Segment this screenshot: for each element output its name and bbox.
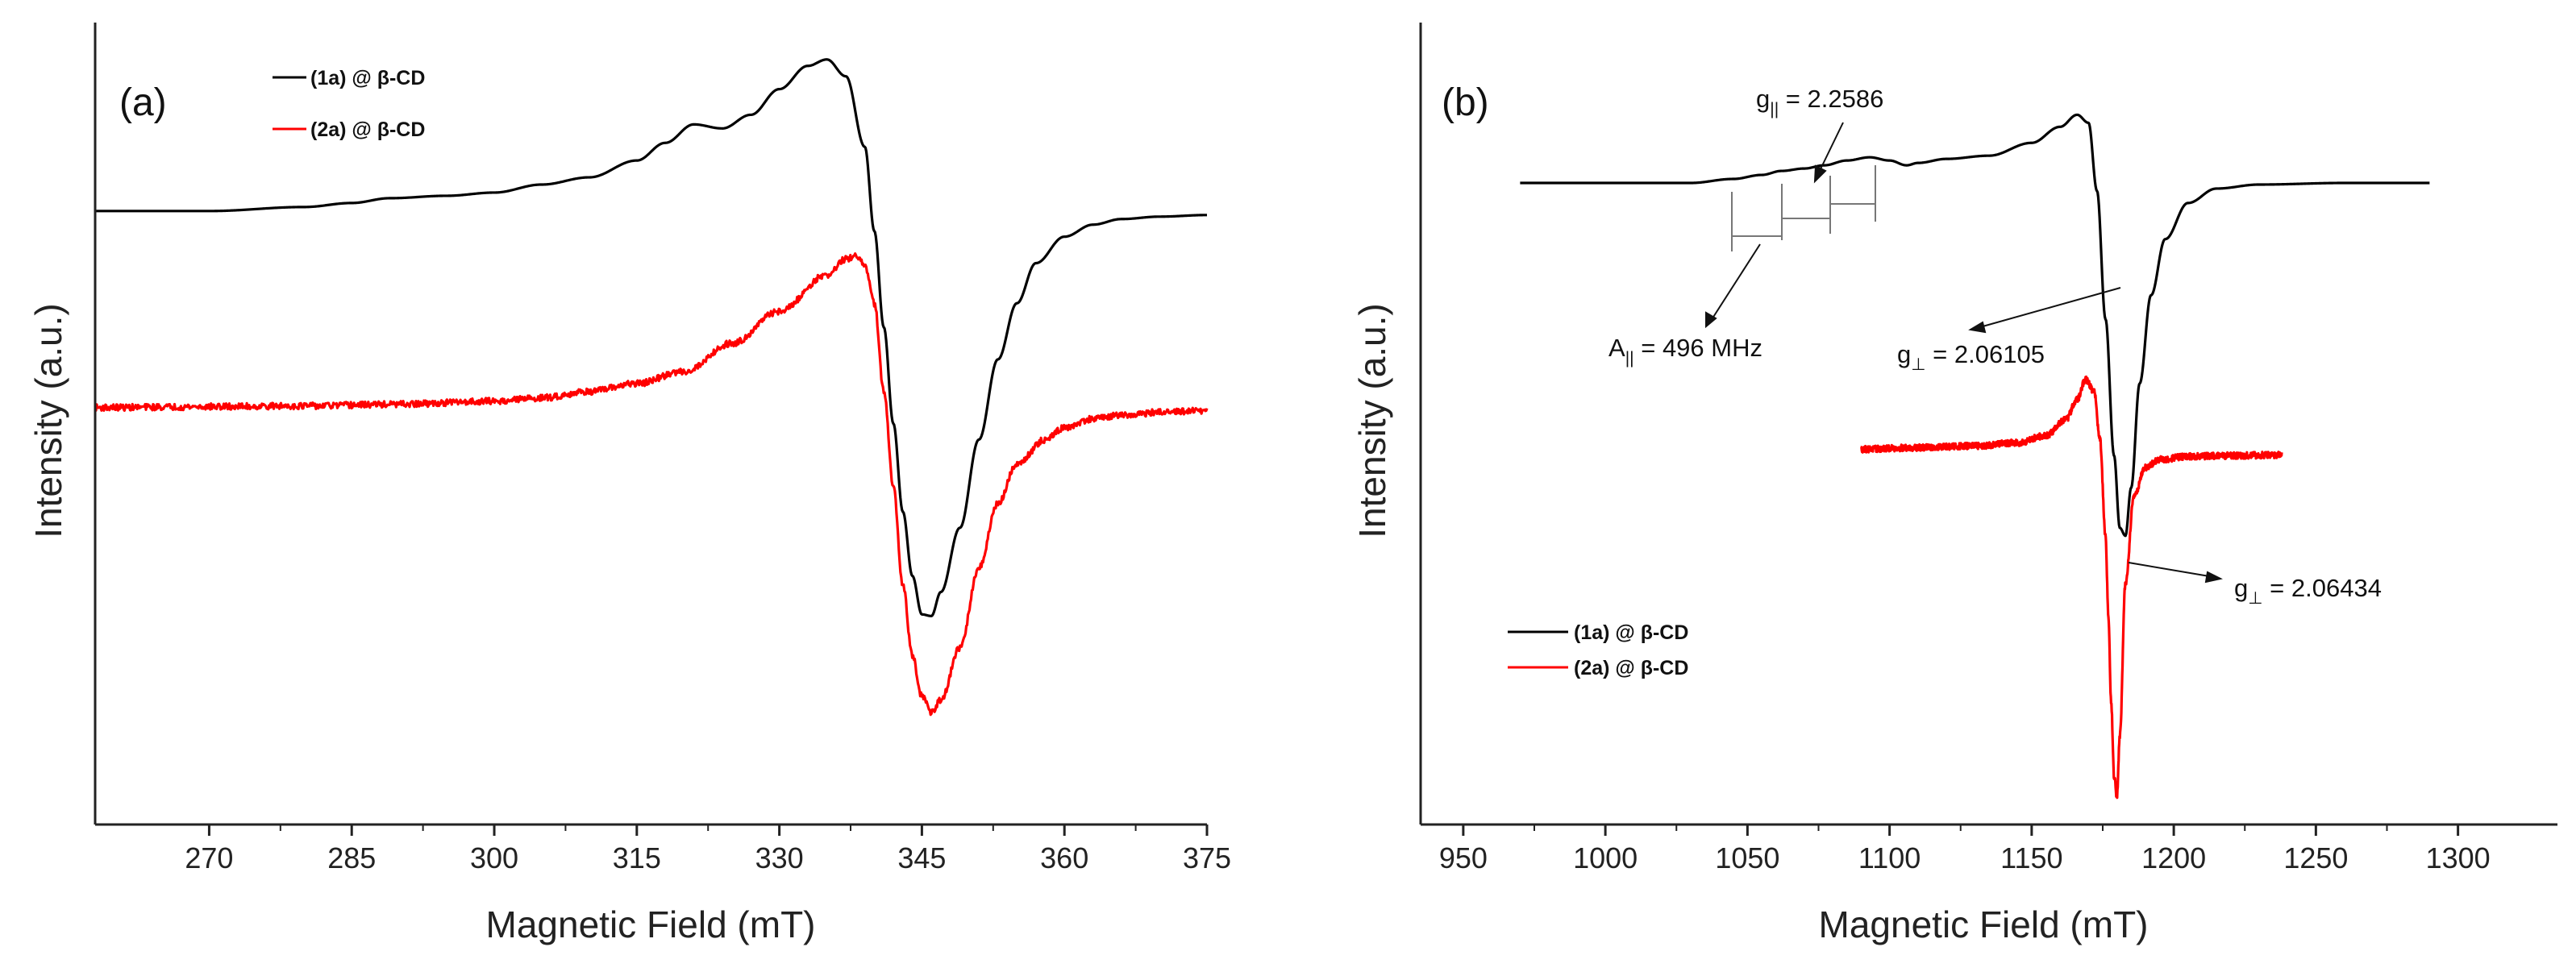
chart-panel-b-series-2a — [1860, 375, 2283, 800]
chart-panel-b-annotation-a-parallel: A|| = 496 MHz — [1608, 334, 1762, 368]
chart-panel-b-legend-label-2a: (2a) @ β-CD — [1574, 657, 1688, 679]
chart-panel-b-axes-frame — [1419, 23, 2557, 826]
chart-panel-b-annotation-g-perp-2: g⊥ = 2.06434 — [2234, 574, 2382, 608]
chart-panel-b-series-1a — [1519, 113, 2431, 538]
arrow-g-parallel — [1817, 122, 1844, 177]
chart-panel-b-x-tick-label-1050: 1050 — [1715, 841, 1779, 874]
chart-panel-b-legend-label-1a: (1a) @ β-CD — [1574, 621, 1688, 644]
chart-panel-a-x-tick-label-360: 360 — [1040, 841, 1088, 874]
chart-panel-a-y-axis-title: Intensity (a.u.) — [27, 303, 69, 538]
chart-panel-a-axes-frame — [94, 23, 1207, 826]
chart-panel-a-legend: (1a) @ β-CD (2a) @ β-CD — [273, 67, 425, 141]
chart-panel-a-x-tick-label-270: 270 — [185, 841, 233, 874]
chart-panel-a-x-tick-label-315: 315 — [613, 841, 661, 874]
chart-panel-b: 950 1000 1050 1100 1150 1200 1250 1300 (b) g|| … — [1351, 23, 2557, 945]
chart-panel-a-x-tick-label-285: 285 — [327, 841, 376, 874]
chart-panel-b-y-axis-title: Intensity (a.u.) — [1351, 303, 1393, 538]
chart-panel-a-x-ticks: 270 285 300 315 330 345 360 375 — [185, 825, 1231, 874]
chart-panel-b-label: (b) — [1442, 81, 1489, 124]
chart-panel-b-x-axis-title: Magnetic Field (mT) — [1819, 903, 2149, 945]
chart-panel-b-x-ticks: 950 1000 1050 1100 1150 1200 1250 1300 — [1439, 825, 2491, 874]
chart-panel-a-series-2a — [94, 252, 1209, 717]
arrow-g-perp-1-head — [1968, 321, 1987, 334]
chart-panel-a-label: (a) — [119, 81, 167, 124]
arrow-g-perp-2 — [2128, 562, 2215, 578]
chart-panel-a-x-axis-title: Magnetic Field (mT) — [486, 903, 816, 945]
chart-panel-a-series-1a — [94, 58, 1208, 617]
chart-panel-b-x-tick-label-1100: 1100 — [1858, 841, 1921, 874]
chart-panel-b-line-2a — [1860, 375, 2283, 800]
chart-panel-a-legend-label-2a: (2a) @ β-CD — [310, 118, 425, 141]
chart-panel-a-line-1a — [94, 58, 1208, 617]
arrow-g-perp-2-head — [2204, 571, 2223, 584]
chart-panel-b-annotation-g-perp-1: g⊥ = 2.06105 — [1897, 340, 2045, 374]
chart-panel-a-x-tick-label-345: 345 — [897, 841, 946, 874]
chart-panel-a-x-tick-label-330: 330 — [755, 841, 804, 874]
arrow-g-perp-1 — [1976, 287, 2121, 329]
chart-panel-b-annotation-g-parallel: g|| = 2.2586 — [1756, 85, 1883, 118]
chart-panel-b-x-tick-label-1300: 1300 — [2426, 841, 2491, 874]
chart-panel-a-line-2a — [94, 252, 1209, 717]
chart-panel-b-x-tick-label-950: 950 — [1439, 841, 1488, 874]
chart-panel-a-x-tick-label-300: 300 — [470, 841, 518, 874]
chart-panel-b-x-tick-label-1000: 1000 — [1573, 841, 1638, 874]
chart-panel-b-x-tick-label-1150: 1150 — [2000, 841, 2062, 874]
chart-panel-b-annotation-arrows — [1705, 122, 2223, 584]
chart-panel-a-legend-label-1a: (1a) @ β-CD — [310, 67, 425, 89]
arrow-g-parallel-head — [1813, 164, 1827, 184]
chart-panel-a: 270 285 300 315 330 345 360 375 (a) (1a) @ β-CD… — [27, 23, 1231, 945]
chart-panel-b-legend: (1a) @ β-CD (2a) @ β-CD — [1508, 621, 1688, 679]
arrow-a-parallel-head — [1705, 311, 1717, 329]
chart-panel-b-hyperfine-ladder — [1731, 165, 1876, 251]
chart-panel-a-x-tick-label-375: 375 — [1183, 841, 1231, 874]
chart-panel-b-x-tick-label-1250: 1250 — [2283, 841, 2348, 874]
arrow-a-parallel — [1710, 243, 1761, 322]
chart-panel-b-line-1a — [1519, 113, 2431, 538]
chart-panel-b-x-tick-label-1200: 1200 — [2141, 841, 2206, 874]
